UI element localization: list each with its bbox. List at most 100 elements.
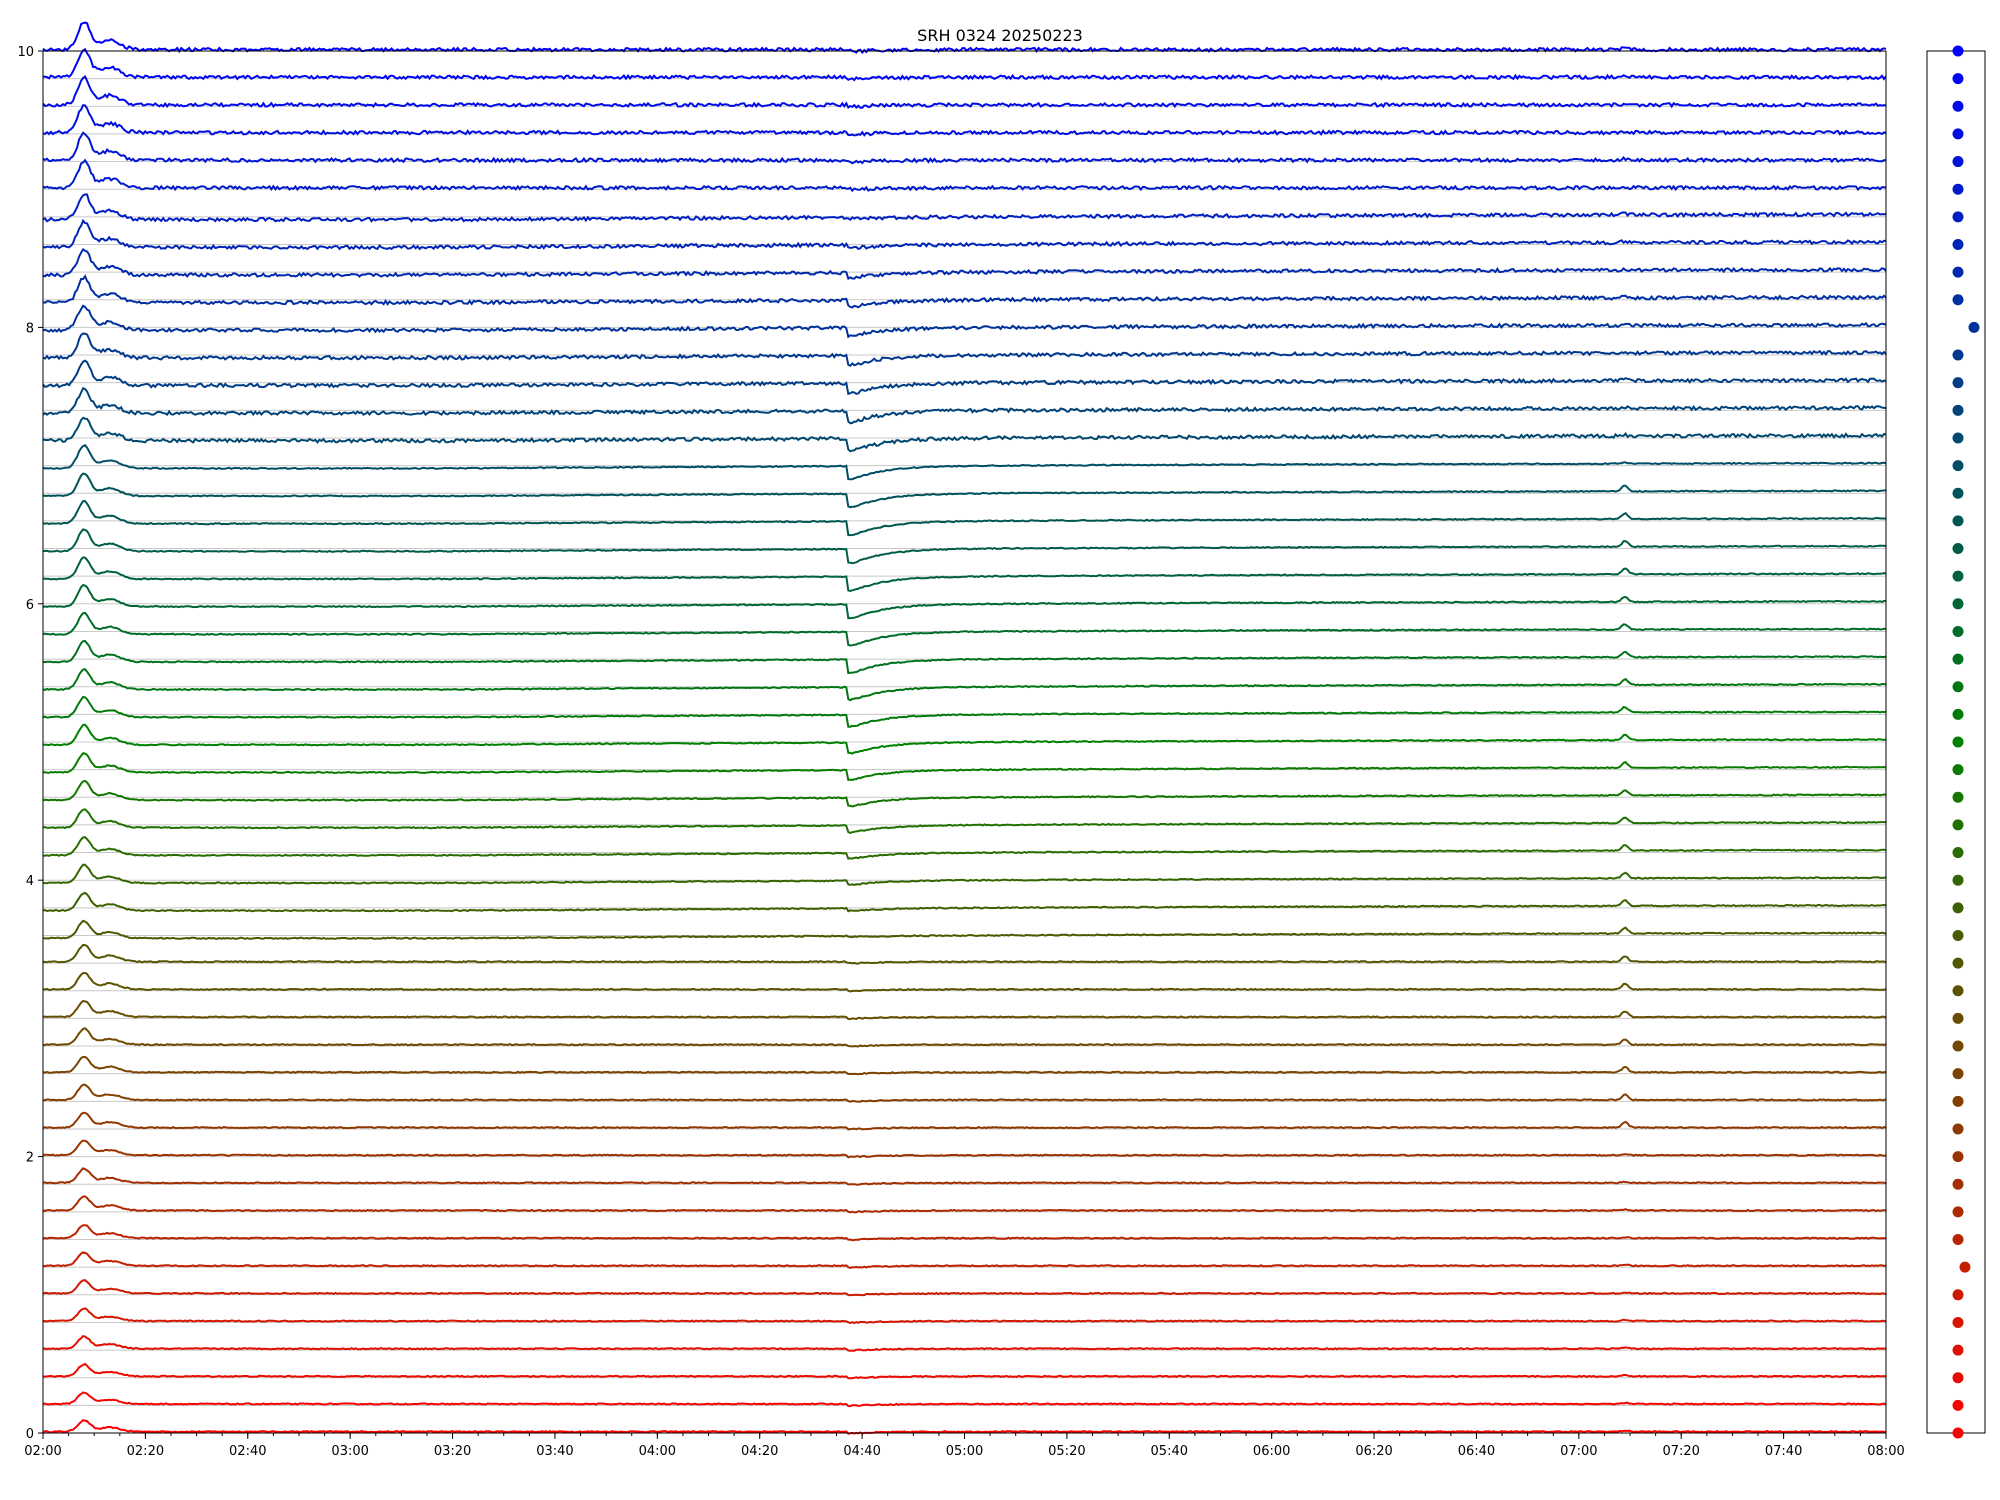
marker-dot <box>1952 1095 1964 1107</box>
trace-line <box>42 971 1887 993</box>
marker-dot <box>1952 73 1964 85</box>
trace-line <box>42 247 1887 281</box>
trace-line <box>42 387 1887 425</box>
trace-line <box>42 1251 1887 1269</box>
trace-line <box>42 943 1887 965</box>
marker-dot <box>1952 929 1964 941</box>
marker-dot <box>1952 598 1964 610</box>
trace-line <box>42 1391 1887 1408</box>
trace-line <box>42 21 1887 55</box>
marker-dot <box>1952 1399 1964 1411</box>
marker-dot <box>1952 1012 1964 1024</box>
marker-dot <box>1952 819 1964 831</box>
ytick-label: 6 <box>26 598 34 613</box>
marker-dot <box>1952 708 1964 720</box>
trace-line <box>43 639 1887 675</box>
marker-dot <box>1952 1040 1964 1052</box>
trace-line <box>43 1027 1887 1048</box>
marker-dot <box>1968 321 1980 333</box>
trace-line <box>42 1195 1886 1214</box>
marker-panel <box>1952 45 1980 1439</box>
xtick-label: 02:20 <box>127 1444 164 1459</box>
trace-line <box>43 1000 1887 1021</box>
marker-dot <box>1952 1316 1964 1328</box>
marker-dot <box>1952 487 1964 499</box>
trace-line <box>42 443 1887 481</box>
marker-dot <box>1952 349 1964 361</box>
trace-line <box>42 808 1886 834</box>
marker-dot <box>1952 1427 1964 1439</box>
trace-line <box>42 752 1887 782</box>
marker-dot <box>1952 156 1964 168</box>
marker-dot <box>1952 543 1964 555</box>
trace-line <box>42 1307 1887 1325</box>
marker-dot <box>1952 211 1964 223</box>
xtick-label: 02:40 <box>229 1444 266 1459</box>
marker-dot <box>1952 377 1964 389</box>
trace-line <box>42 193 1887 223</box>
marker-dot <box>1952 653 1964 665</box>
xtick-label: 04:00 <box>639 1444 676 1459</box>
xtick-label: 03:20 <box>434 1444 471 1459</box>
trace-line <box>42 1279 1887 1297</box>
trace-line <box>42 1224 1887 1242</box>
chart-title: SRH 0324 20250223 <box>917 26 1083 45</box>
trace-line <box>42 919 1887 940</box>
trace-line <box>42 1167 1887 1186</box>
ytick-label: 10 <box>17 45 34 60</box>
trace-line <box>42 104 1887 137</box>
trace-line <box>42 74 1887 110</box>
trace-line <box>42 1083 1887 1103</box>
trace-line <box>42 611 1887 647</box>
ytick-label: 4 <box>26 874 34 889</box>
trace-line <box>42 218 1886 251</box>
trace-line <box>42 472 1887 509</box>
marker-dot <box>1952 764 1964 776</box>
marker-dot <box>1952 736 1964 748</box>
trace-line <box>42 695 1887 728</box>
trace-line <box>42 779 1887 808</box>
ytick-label: 8 <box>26 321 34 336</box>
trace-line <box>42 1055 1887 1076</box>
marker-dot <box>1952 985 1964 997</box>
trace-line <box>42 668 1887 702</box>
xtick-label: 06:00 <box>1253 1444 1290 1459</box>
marker-dot <box>1952 681 1964 693</box>
marker-dot <box>1952 957 1964 969</box>
trace-line <box>42 274 1887 309</box>
trace-line <box>42 1335 1886 1352</box>
trace-line <box>42 1362 1887 1380</box>
ytick-label: 2 <box>26 1151 34 1166</box>
trace-line <box>42 583 1886 620</box>
trace-line <box>42 131 1887 165</box>
marker-dot <box>1952 1372 1964 1384</box>
marker-dot <box>1952 1068 1964 1080</box>
xtick-label: 07:00 <box>1560 1444 1597 1459</box>
marker-dot <box>1952 874 1964 886</box>
trace-line <box>42 47 1887 82</box>
marker-dot <box>1952 1123 1964 1135</box>
marker-dot <box>1952 1206 1964 1218</box>
marker-dot <box>1952 1151 1964 1163</box>
trace-line <box>42 158 1887 193</box>
trace-line <box>42 1139 1887 1159</box>
marker-dot <box>1952 45 1964 57</box>
trace-line <box>42 500 1887 537</box>
trace-line <box>42 304 1887 339</box>
marker-dot <box>1952 1344 1964 1356</box>
marker-dot <box>1952 128 1964 140</box>
ytick-label: 0 <box>26 1427 34 1442</box>
trace-line <box>42 416 1887 453</box>
marker-dot <box>1952 847 1964 859</box>
marker-dot <box>1952 183 1964 195</box>
xtick-label: 04:40 <box>843 1444 880 1459</box>
xtick-label: 05:40 <box>1151 1444 1188 1459</box>
xtick-label: 06:40 <box>1458 1444 1495 1459</box>
trace-line <box>42 723 1886 755</box>
marker-dot <box>1952 625 1964 637</box>
trace-line <box>42 1111 1887 1131</box>
marker-dot <box>1952 266 1964 278</box>
trace-line <box>42 891 1887 913</box>
marker-dot <box>1952 902 1964 914</box>
xtick-label: 05:00 <box>946 1444 983 1459</box>
